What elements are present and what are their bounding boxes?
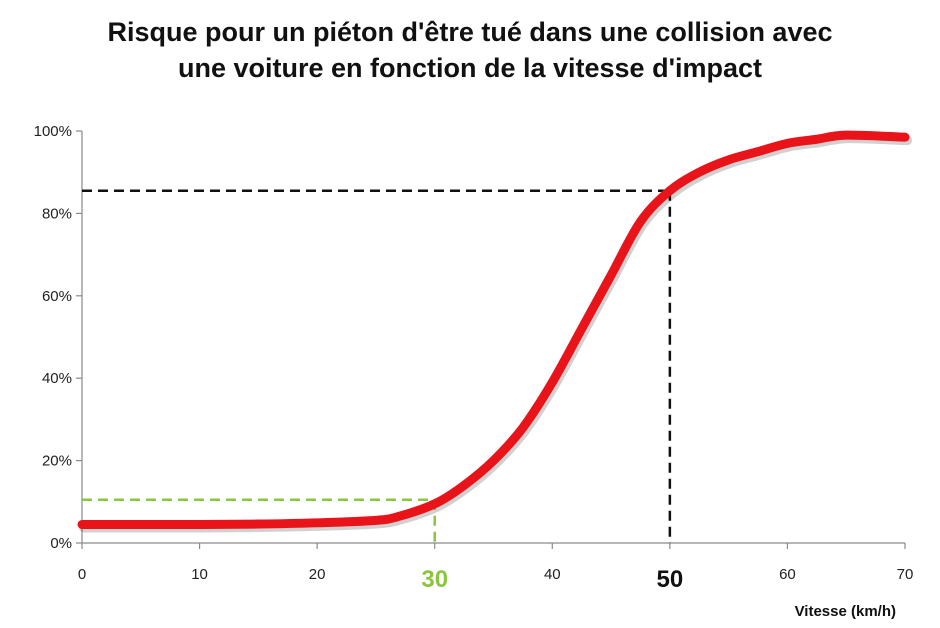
- y-tick-label: 0%: [50, 535, 72, 552]
- y-tick-label: 20%: [42, 453, 72, 470]
- chart-title: Risque pour un piéton d'être tué dans un…: [0, 14, 940, 86]
- x-tick-label: 20: [309, 566, 326, 583]
- x-tick-label: 10: [191, 566, 208, 583]
- x-tick-label: 0: [78, 566, 86, 583]
- series-line-shadow: [79, 133, 912, 533]
- tick-labels: 0% 20% 40% 60% 80% 100% 0 10 20 40 60 70: [34, 123, 914, 583]
- x-axis-label: Vitesse (km/h): [795, 603, 896, 620]
- chart-title-line-2: une voiture en fonction de la vitesse d'…: [177, 53, 763, 83]
- guide-lines: [82, 189, 672, 543]
- series-line: [77, 130, 910, 529]
- highlight-label: 30: [421, 566, 448, 593]
- chart-title-line-1: Risque pour un piéton d'être tué dans un…: [107, 17, 833, 47]
- axes: [76, 130, 906, 549]
- y-tick-label: 60%: [42, 288, 72, 305]
- y-tick-label: 40%: [42, 370, 72, 387]
- y-tick-label: 100%: [34, 123, 72, 140]
- x-tick-label: 60: [779, 566, 796, 583]
- highlight-labels: 30 50: [421, 566, 683, 593]
- highlight-label: 50: [657, 566, 684, 593]
- x-tick-label: 40: [544, 566, 561, 583]
- y-tick-label: 80%: [42, 205, 72, 222]
- x-tick-label: 70: [897, 566, 914, 583]
- series-layer: [77, 130, 912, 533]
